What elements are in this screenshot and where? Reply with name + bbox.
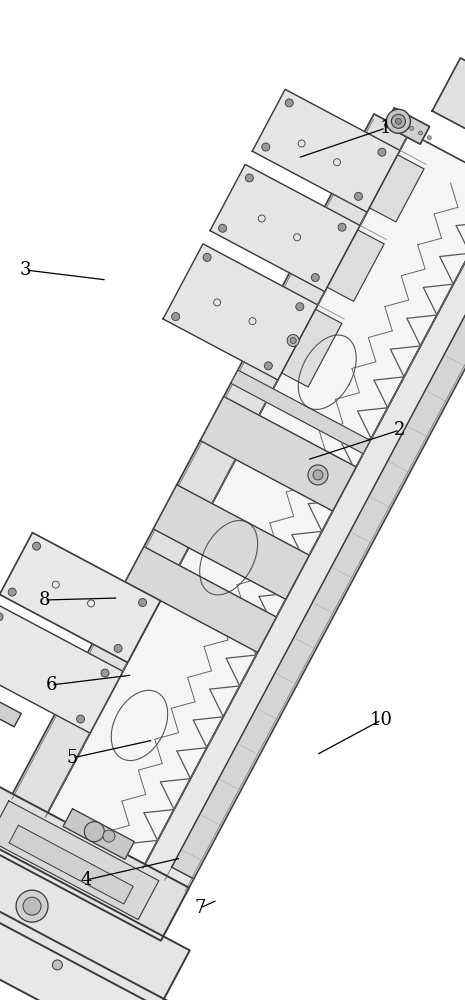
- Polygon shape: [210, 164, 360, 292]
- Circle shape: [290, 338, 296, 344]
- Circle shape: [114, 644, 122, 652]
- Polygon shape: [9, 825, 133, 904]
- Circle shape: [77, 715, 85, 723]
- Circle shape: [287, 335, 299, 347]
- Text: 2: 2: [394, 421, 405, 439]
- Circle shape: [103, 830, 115, 842]
- Circle shape: [53, 960, 62, 970]
- Circle shape: [265, 362, 272, 370]
- Circle shape: [139, 598, 146, 606]
- Text: 5: 5: [66, 749, 78, 767]
- Circle shape: [246, 174, 253, 182]
- Circle shape: [285, 99, 293, 107]
- Circle shape: [313, 470, 323, 480]
- Polygon shape: [231, 370, 370, 454]
- Circle shape: [296, 303, 304, 311]
- Polygon shape: [0, 801, 159, 920]
- Circle shape: [338, 223, 346, 231]
- Circle shape: [0, 613, 3, 621]
- Circle shape: [219, 224, 226, 232]
- Polygon shape: [432, 58, 465, 195]
- Polygon shape: [43, 133, 465, 873]
- Polygon shape: [0, 780, 189, 941]
- Circle shape: [378, 148, 386, 156]
- Polygon shape: [0, 849, 173, 1000]
- Polygon shape: [172, 205, 465, 879]
- Polygon shape: [252, 89, 400, 212]
- Text: 7: 7: [194, 899, 206, 917]
- Text: 10: 10: [370, 711, 393, 729]
- Circle shape: [354, 192, 363, 200]
- Circle shape: [427, 136, 432, 140]
- Circle shape: [311, 274, 319, 282]
- Polygon shape: [385, 108, 430, 144]
- Circle shape: [23, 897, 41, 915]
- Circle shape: [386, 109, 411, 133]
- Polygon shape: [0, 603, 123, 733]
- Polygon shape: [0, 814, 190, 1000]
- Polygon shape: [327, 230, 384, 301]
- Circle shape: [172, 313, 179, 321]
- Text: 1: 1: [380, 119, 392, 137]
- Text: 3: 3: [20, 261, 31, 279]
- Text: 8: 8: [39, 591, 50, 609]
- Circle shape: [8, 588, 16, 596]
- Polygon shape: [125, 547, 276, 652]
- Polygon shape: [369, 155, 424, 222]
- Polygon shape: [163, 244, 318, 380]
- Polygon shape: [282, 309, 342, 387]
- Circle shape: [418, 131, 423, 135]
- Polygon shape: [8, 114, 409, 821]
- Text: 6: 6: [46, 676, 57, 694]
- Polygon shape: [0, 683, 21, 727]
- Polygon shape: [63, 809, 134, 859]
- Circle shape: [203, 253, 211, 261]
- Circle shape: [16, 890, 48, 922]
- Polygon shape: [200, 397, 356, 511]
- Text: 4: 4: [80, 871, 92, 889]
- Circle shape: [262, 143, 270, 151]
- Circle shape: [410, 126, 414, 130]
- Circle shape: [33, 542, 40, 550]
- Circle shape: [392, 114, 405, 128]
- Circle shape: [101, 669, 109, 677]
- Circle shape: [395, 118, 401, 124]
- Polygon shape: [140, 184, 465, 897]
- Polygon shape: [0, 533, 160, 663]
- Circle shape: [308, 465, 328, 485]
- Polygon shape: [153, 485, 309, 599]
- Circle shape: [84, 822, 104, 842]
